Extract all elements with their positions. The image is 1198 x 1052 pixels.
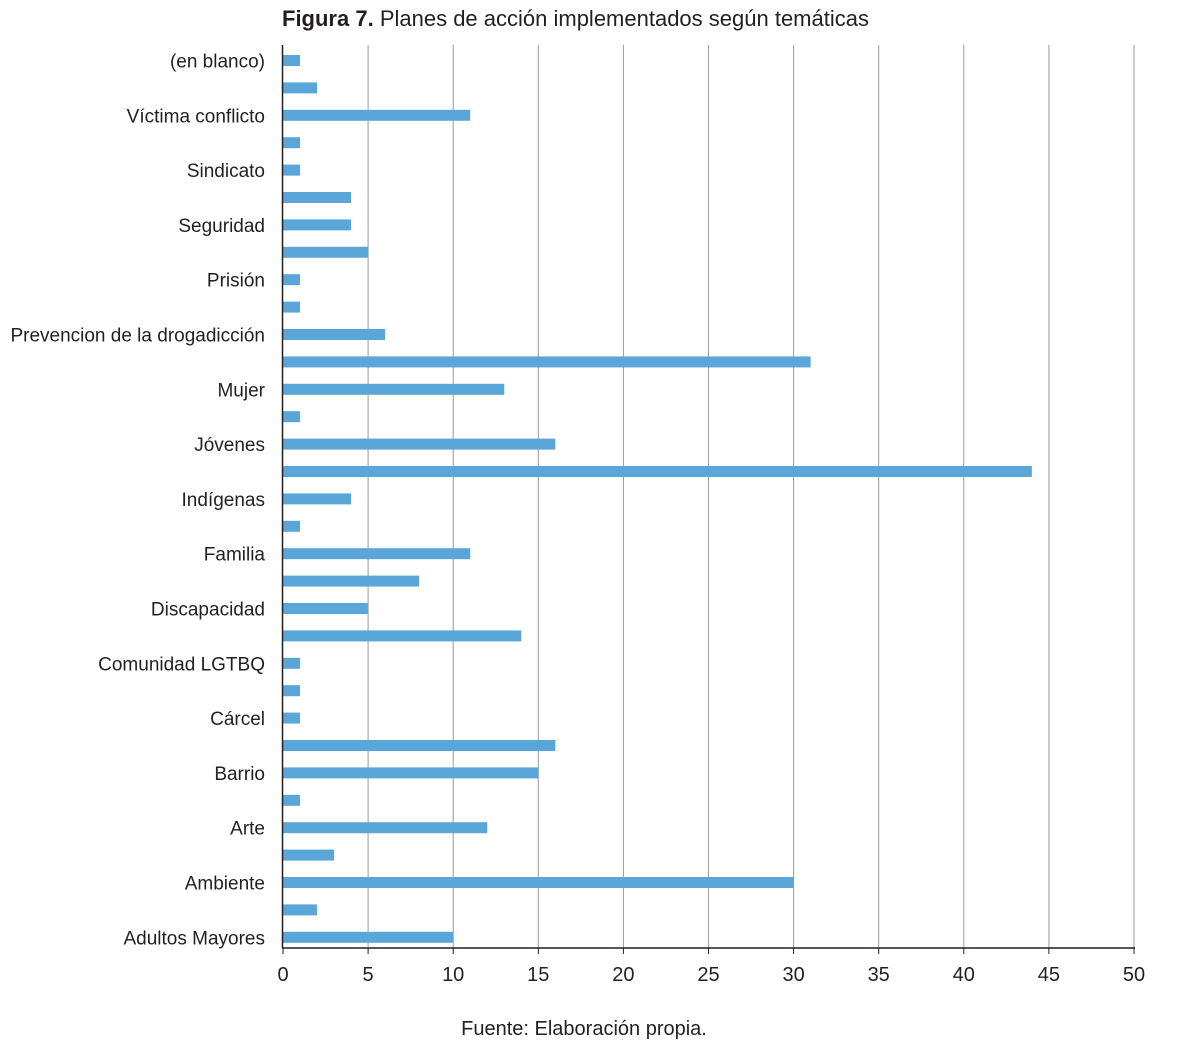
x-tick-label: 45 (1038, 964, 1060, 986)
bar (283, 383, 505, 395)
bar (283, 849, 335, 861)
bar (283, 712, 301, 724)
x-tick-label: 50 (1123, 964, 1145, 986)
category-label: Jóvenes (194, 435, 265, 456)
bar (283, 466, 1032, 477)
category-label: Ambiente (185, 874, 265, 895)
category-label: Víctima conflicto (127, 106, 265, 127)
figure-source: Fuente: Elaboración propia. (461, 1018, 707, 1040)
bar (283, 548, 471, 560)
figure-title: Figura 7. Planes de acción implementados… (282, 6, 869, 32)
bar (283, 274, 301, 286)
x-tick-label: 10 (442, 964, 464, 986)
category-label: Discapacidad (151, 600, 265, 621)
x-tick-label: 5 (363, 964, 374, 986)
bar (283, 192, 352, 203)
x-tick-label: 15 (527, 964, 549, 986)
category-label: Arte (230, 819, 265, 840)
category-label: Sindicato (187, 161, 265, 182)
category-label: Cárcel (210, 709, 265, 730)
bar (283, 767, 539, 779)
bar (283, 301, 301, 313)
figure-label: Figura 7. (282, 6, 374, 31)
bar (283, 246, 369, 258)
category-label: Barrio (214, 764, 265, 785)
figure-title-text: Planes de acción implementados según tem… (379, 6, 869, 31)
category-label: (en blanco) (170, 52, 265, 73)
bar (283, 575, 420, 587)
category-label: Mujer (217, 380, 265, 401)
x-tick-label: 20 (612, 964, 634, 986)
x-tick-label: 0 (277, 964, 288, 986)
bar (283, 657, 301, 669)
bar (283, 164, 301, 176)
category-label: Comunidad LGTBQ (98, 654, 265, 675)
bar (283, 822, 488, 834)
bar (283, 877, 794, 888)
bar (283, 411, 301, 423)
bar (283, 137, 301, 149)
category-label: Prevencion de la drogadicción (10, 326, 265, 347)
bar (283, 438, 556, 450)
x-tick-label: 35 (868, 964, 890, 986)
bar (283, 603, 369, 614)
x-tick-label: 40 (953, 964, 975, 986)
category-label: Prisión (207, 271, 265, 292)
bar (283, 740, 556, 751)
bar (283, 904, 318, 916)
x-tick-label: 25 (697, 964, 719, 986)
bar (283, 493, 352, 505)
bar (283, 109, 471, 121)
category-label: Seguridad (178, 216, 265, 237)
bar (283, 685, 301, 697)
bar (283, 82, 318, 94)
category-label: Indígenas (182, 490, 265, 511)
bar (283, 520, 301, 532)
bar (283, 794, 301, 806)
bar (283, 630, 522, 642)
bar (283, 55, 301, 66)
bar (283, 931, 454, 943)
bar (283, 219, 352, 231)
category-label: Adultos Mayores (123, 928, 265, 949)
bar (283, 329, 386, 340)
x-tick-label: 30 (782, 964, 804, 986)
bar (283, 356, 811, 368)
category-label: Familia (204, 545, 266, 566)
